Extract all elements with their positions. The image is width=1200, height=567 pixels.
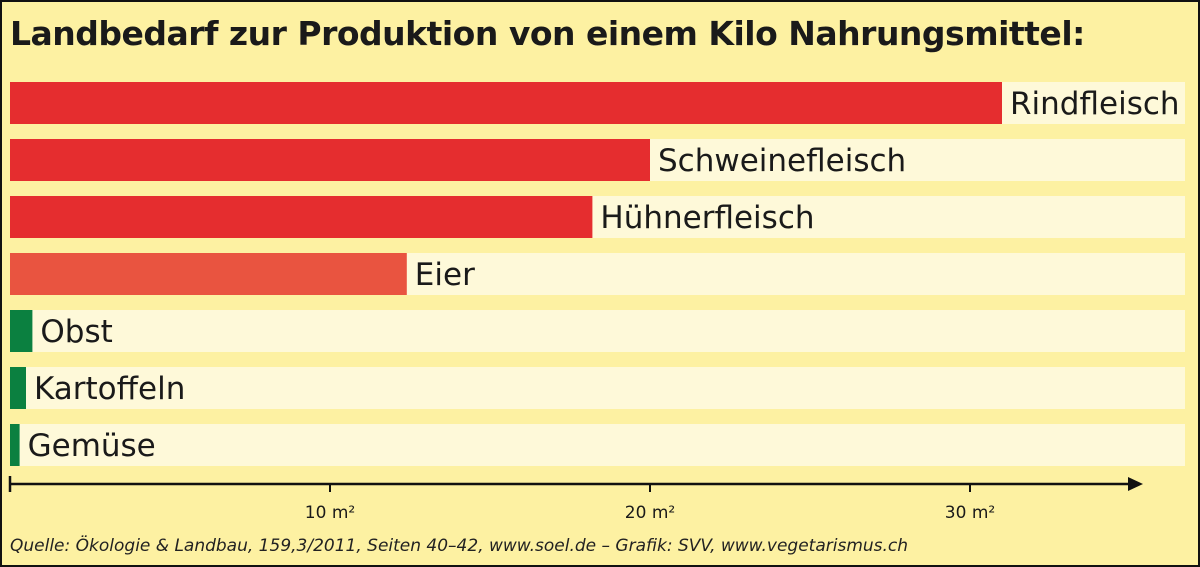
x-tick-label: 10 m²	[305, 503, 355, 523]
bar-gemüse	[10, 424, 20, 466]
source-note: Quelle: Ökologie & Landbau, 159,3/2011, …	[10, 536, 909, 556]
x-tick-label: 30 m²	[945, 503, 995, 523]
bar-hühnerfleisch	[10, 196, 593, 238]
bar-kartoffeln	[10, 367, 26, 409]
bar-label: Eier	[415, 257, 475, 293]
bar-eier	[10, 253, 407, 295]
bar-track	[10, 367, 1185, 409]
bar-label: Hühnerfleisch	[600, 200, 814, 236]
chart-title: Landbedarf zur Produktion von einem Kilo…	[10, 14, 1085, 53]
bar-label: Rindfleisch	[1010, 86, 1180, 122]
bar-obst	[10, 310, 33, 352]
x-tick-label: 20 m²	[625, 503, 675, 523]
bar-track	[10, 424, 1185, 466]
bar-label: Obst	[40, 314, 112, 350]
axis-arrow-icon	[1128, 477, 1143, 491]
bar-label: Kartoffeln	[34, 371, 185, 407]
bar-rindfleisch	[10, 82, 1002, 124]
bar-schweinefleisch	[10, 139, 650, 181]
bar-track	[10, 310, 1185, 352]
bar-label: Schweinefleisch	[658, 143, 906, 179]
bar-label: Gemüse	[28, 428, 156, 464]
